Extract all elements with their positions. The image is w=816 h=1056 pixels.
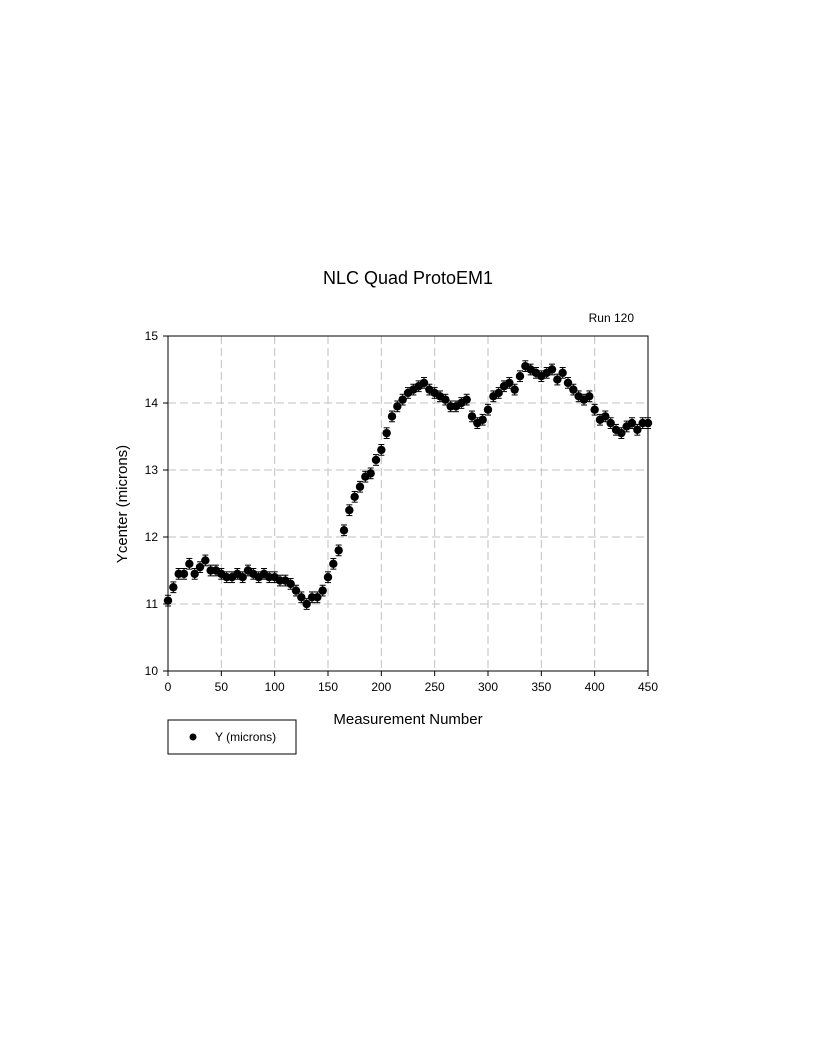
data-point xyxy=(190,569,199,579)
data-point xyxy=(398,395,407,404)
data-point xyxy=(291,586,301,595)
x-tick-label: 50 xyxy=(215,680,229,694)
data-point xyxy=(318,586,327,595)
data-point xyxy=(547,365,557,374)
data-point xyxy=(286,579,295,589)
plot-area-frame xyxy=(167,335,649,672)
data-point xyxy=(179,569,189,579)
data-point xyxy=(185,559,194,568)
legend-marker-icon xyxy=(189,733,197,741)
axis-ticks: 0 50 100 150 200 250 300 350 400 450 10 11 12 13 14 15 xyxy=(145,329,659,694)
data-point xyxy=(350,492,359,501)
chart-title: NLC Quad ProtoEM1 xyxy=(323,268,493,288)
data-point xyxy=(462,395,471,404)
data-point xyxy=(606,418,615,428)
data-point xyxy=(355,482,365,491)
data-point xyxy=(339,526,349,535)
run-annotation: Run 120 xyxy=(589,311,635,325)
data-point xyxy=(371,455,381,465)
y-axis-label: Ycenter (microns) xyxy=(114,445,131,563)
data-point xyxy=(483,405,493,414)
data-point xyxy=(163,596,173,605)
data-point xyxy=(169,583,178,592)
data-point xyxy=(601,412,610,421)
data-point xyxy=(302,599,311,609)
data-point xyxy=(643,418,653,428)
data-point xyxy=(553,375,562,384)
data-point xyxy=(505,378,514,388)
data-point xyxy=(617,428,626,438)
x-axis-label: Measurement Number xyxy=(333,711,482,728)
data-point xyxy=(563,378,573,388)
x-tick-label: 150 xyxy=(318,680,338,694)
legend-label: Y (microns) xyxy=(215,730,276,744)
data-point xyxy=(467,412,477,421)
data-point xyxy=(377,445,386,455)
data-point xyxy=(494,388,503,398)
data-point xyxy=(393,402,402,411)
x-tick-label: 400 xyxy=(585,680,605,694)
data-point xyxy=(510,385,519,394)
data-point xyxy=(366,469,375,478)
data-point xyxy=(334,546,343,555)
gridlines xyxy=(168,336,648,671)
data-point xyxy=(478,415,487,424)
data-point xyxy=(627,418,637,428)
y-tick-label: 15 xyxy=(145,329,159,343)
x-tick-label: 350 xyxy=(531,680,551,694)
data-point xyxy=(515,372,525,381)
data-point xyxy=(201,556,210,565)
data-point xyxy=(382,428,391,438)
data-point xyxy=(329,559,338,568)
data-point xyxy=(558,368,567,378)
data-point xyxy=(313,593,322,602)
data-point xyxy=(195,562,205,572)
data-point xyxy=(441,395,450,404)
data-point xyxy=(323,573,333,582)
data-point xyxy=(238,573,247,582)
data-point xyxy=(633,425,642,434)
data-point xyxy=(345,506,354,515)
data-point xyxy=(585,392,594,401)
x-tick-label: 250 xyxy=(425,680,445,694)
data-point xyxy=(419,378,429,388)
y-tick-label: 13 xyxy=(145,463,159,477)
data-point xyxy=(569,385,578,394)
data-points xyxy=(163,361,653,609)
y-tick-label: 14 xyxy=(145,396,159,410)
y-tick-label: 11 xyxy=(146,597,159,611)
y-tick-label: 10 xyxy=(145,664,159,678)
x-tick-label: 0 xyxy=(165,680,172,694)
data-point xyxy=(387,412,397,421)
legend: Y (microns) xyxy=(167,719,297,755)
data-point xyxy=(297,593,306,602)
x-tick-label: 200 xyxy=(371,680,391,694)
y-tick-label: 12 xyxy=(145,530,159,544)
x-tick-label: 450 xyxy=(638,680,658,694)
x-tick-label: 100 xyxy=(265,680,285,694)
legend-box xyxy=(167,719,297,755)
data-point xyxy=(590,405,599,414)
x-tick-label: 300 xyxy=(478,680,498,694)
